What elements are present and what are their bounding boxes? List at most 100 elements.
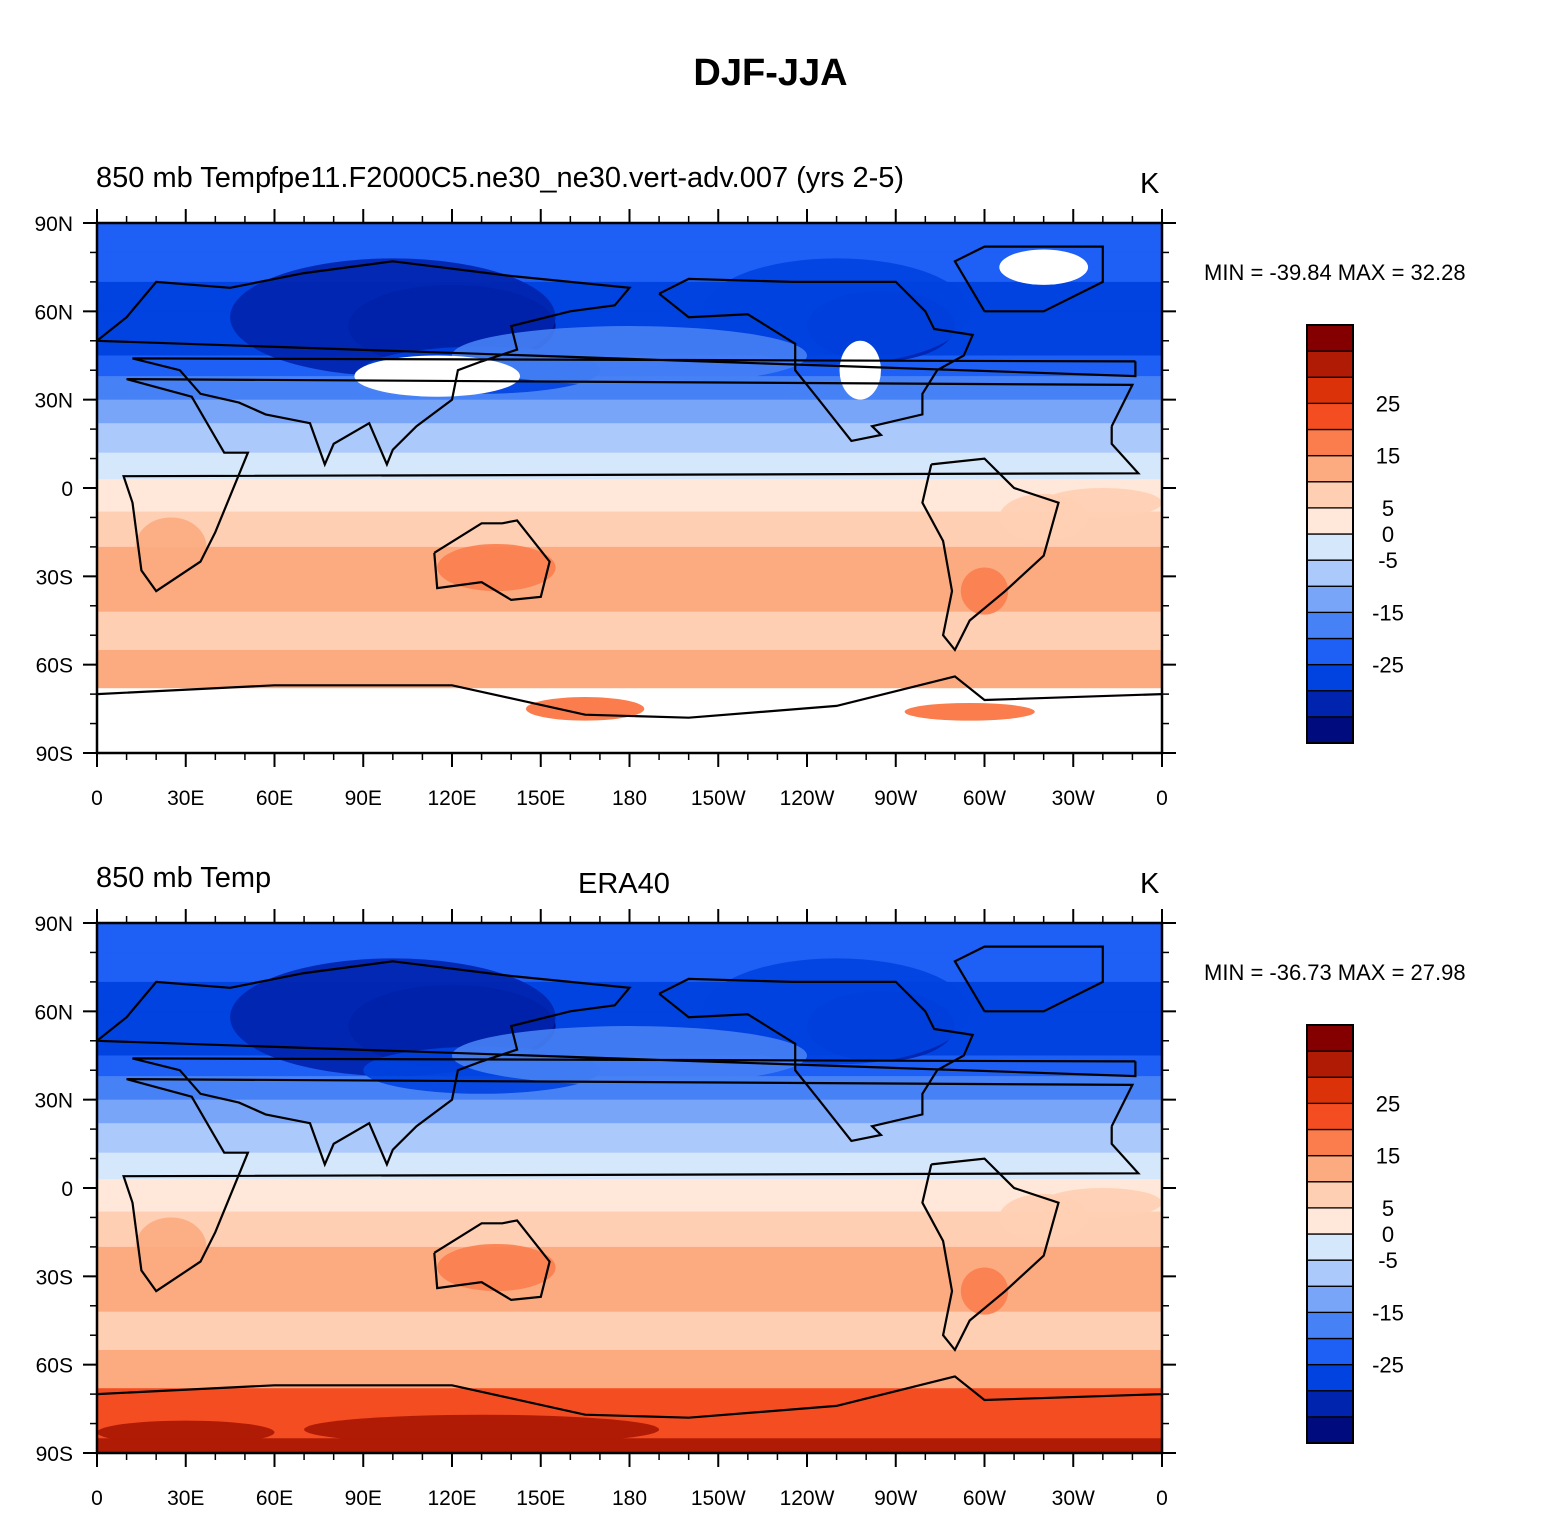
colorbar-box <box>1306 533 1354 561</box>
colorbar-box <box>1306 1050 1354 1078</box>
coastline <box>97 1375 1162 1419</box>
contour-band <box>97 923 1162 954</box>
panel-left-string: 850 mb Temp <box>96 162 272 194</box>
contour-region <box>135 1217 207 1277</box>
contour-region <box>960 567 1009 615</box>
colorbar-box <box>1306 1311 1354 1340</box>
colorbar-box <box>1306 559 1354 587</box>
coastline <box>97 960 1137 1168</box>
min-max-label: MIN = -39.84 MAX = 32.28 <box>1204 260 1472 286</box>
contour-band <box>97 1179 1162 1213</box>
lon-tick-label: 120W <box>780 1487 835 1510</box>
coastline <box>122 1078 1141 1293</box>
lat-tick-label: 90S <box>36 1443 73 1466</box>
coastline <box>97 675 1162 719</box>
colorbar-label: -15 <box>1372 1300 1404 1325</box>
contour-band <box>97 952 1162 983</box>
colorbar-label: 0 <box>1382 522 1394 547</box>
contour-region <box>960 1267 1009 1315</box>
contour-band <box>97 1211 1162 1248</box>
lon-tick-label: 30W <box>1052 1487 1095 1510</box>
lat-tick-label: 90N <box>34 213 73 236</box>
contour-band <box>97 399 1162 425</box>
colorbar-box <box>1306 1390 1354 1418</box>
contour-region <box>97 1438 1162 1453</box>
colorbar-box <box>1306 637 1354 666</box>
map-svg: 90N 60N 30N 0 30S 60S 90S 0 30E 60E 90E 120E 150E 180… <box>34 209 1404 810</box>
lon-tick-label: 180 <box>612 787 647 810</box>
contour-band <box>97 511 1162 548</box>
contour-band <box>97 1123 1162 1154</box>
colorbar-box <box>1306 1102 1354 1131</box>
lon-tick-label: 180 <box>612 1487 647 1510</box>
colorbar-box <box>1306 481 1354 509</box>
lat-tick-label: 60N <box>34 301 73 324</box>
lon-tick-label: 120E <box>427 787 476 810</box>
lon-tick-label: 150W <box>691 787 746 810</box>
contour-region <box>437 543 556 592</box>
panel-center-string: fpe11.F2000C5.ne30_ne30.vert-adv.007 (yr… <box>270 162 905 194</box>
colorbar-box <box>1306 454 1354 483</box>
lon-tick-label: 0 <box>1156 787 1168 810</box>
lon-tick-label: 0 <box>91 1487 103 1510</box>
panel-left-string: 850 mb Temp <box>96 862 272 894</box>
coastline <box>433 1219 551 1302</box>
lon-tick-label: 60E <box>256 787 293 810</box>
missing-data-region <box>999 249 1089 285</box>
contour-band <box>97 1099 1162 1125</box>
lon-tick-label: 90W <box>874 787 917 810</box>
colorbar-box <box>1306 1181 1354 1209</box>
lat-tick-label: 0 <box>61 478 73 501</box>
lat-tick-label: 60S <box>36 655 73 678</box>
colorbar-box <box>1306 663 1354 692</box>
colorbar-label: -25 <box>1372 653 1404 678</box>
colorbar-frame <box>1306 1024 1354 1444</box>
lon-tick-label: 60W <box>963 787 1006 810</box>
colorbar-label: 15 <box>1376 1144 1400 1169</box>
contour-band <box>97 479 1162 513</box>
contour-region <box>135 517 207 577</box>
lon-tick-label: 0 <box>1156 1487 1168 1510</box>
colorbar-label: 5 <box>1382 496 1394 521</box>
colorbar-box <box>1306 1363 1354 1392</box>
lon-tick-label: 120W <box>780 787 835 810</box>
colorbar-box <box>1306 1233 1354 1261</box>
lon-tick-label: 150W <box>691 1487 746 1510</box>
colorbar-box <box>1306 376 1354 405</box>
colorbar-label: -15 <box>1372 600 1404 625</box>
colorbar-box <box>1306 1076 1354 1105</box>
contour-band <box>97 611 1162 651</box>
colorbar-label: 25 <box>1376 1091 1400 1116</box>
lon-tick-label: 90E <box>345 1487 382 1510</box>
missing-data-region <box>354 355 521 397</box>
colorbar-box <box>1306 324 1354 352</box>
panel-units: K <box>1140 168 1160 200</box>
coastline <box>921 1157 1060 1352</box>
contour-band <box>97 1311 1162 1351</box>
lat-tick-label: 60N <box>34 1001 73 1024</box>
colorbar-frame <box>1306 324 1354 744</box>
colorbar-box <box>1306 350 1354 378</box>
coastline <box>658 977 975 1143</box>
lat-tick-label: 30N <box>34 1090 73 1113</box>
lat-tick-label: 90S <box>36 743 73 766</box>
panel-units: K <box>1140 868 1160 900</box>
contour-region <box>452 1026 807 1085</box>
contour-band <box>97 649 1162 690</box>
contour-region <box>304 1414 660 1445</box>
colorbar-box <box>1306 428 1354 457</box>
field-layer <box>97 923 1162 1453</box>
lon-tick-label: 90W <box>874 1487 917 1510</box>
contour-region <box>1043 1188 1162 1218</box>
coastline <box>433 519 551 602</box>
coastline <box>97 260 1137 468</box>
colorbar-box <box>1306 1337 1354 1366</box>
map-panel-model: 850 mb Temp fpe11.F2000C5.ne30_ne30.vert… <box>34 162 1472 810</box>
colorbar-box <box>1306 1416 1354 1444</box>
min-max-label: MIN = -36.73 MAX = 27.98 <box>1204 960 1472 986</box>
colorbar-box <box>1306 507 1354 535</box>
missing-data-region <box>839 340 881 400</box>
contour-region <box>452 326 807 385</box>
colorbar-box <box>1306 1259 1354 1287</box>
panel-center-string: ERA40 <box>578 868 670 900</box>
